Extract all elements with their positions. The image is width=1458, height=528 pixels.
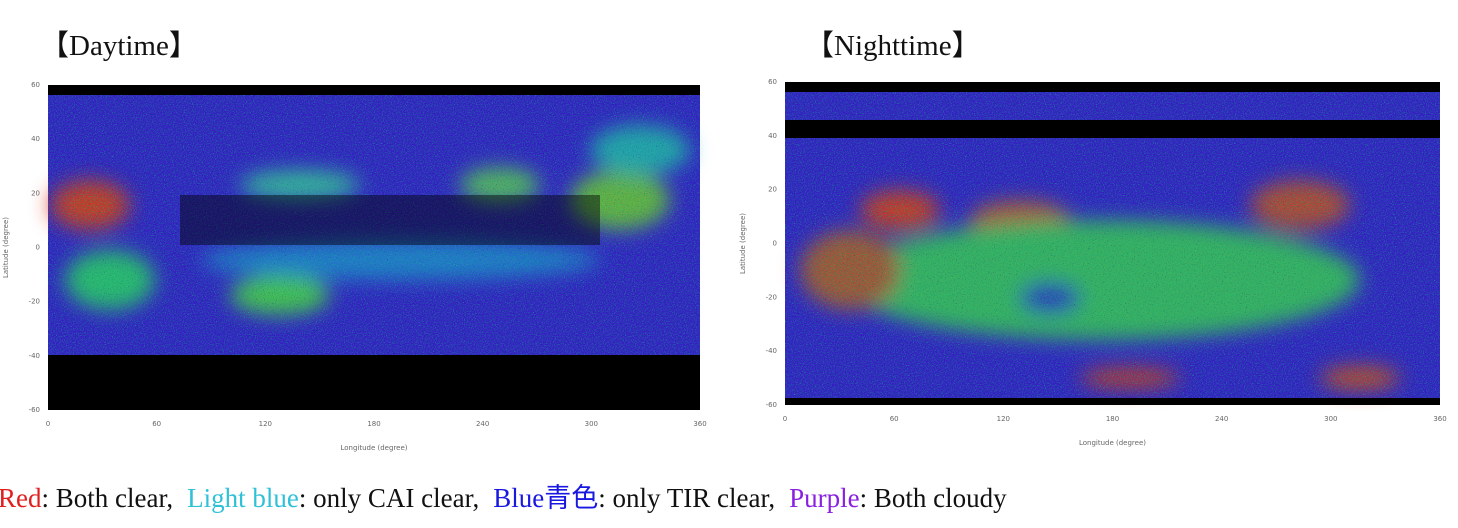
y-tick-label: 40 (768, 132, 777, 140)
legend-description: : Both cloudy (859, 483, 1007, 513)
x-tick-label: 180 (367, 420, 380, 428)
panel-title: 【Nighttime】 (805, 30, 981, 62)
y-tick-label: -40 (29, 352, 40, 360)
x-tick-label: 0 (46, 420, 50, 428)
x-tick-label: 120 (259, 420, 272, 428)
x-tick-label: 360 (1433, 415, 1446, 423)
y-axis-label: Latitude (degree) (2, 217, 10, 278)
x-tick-label: 300 (1324, 415, 1337, 423)
daytime-map (48, 85, 700, 410)
x-tick-label: 60 (890, 415, 899, 423)
legend-term: Blue青色 (493, 483, 599, 513)
x-tick-label: 60 (152, 420, 161, 428)
x-tick-label: 360 (693, 420, 706, 428)
x-tick-label: 120 (997, 415, 1010, 423)
legend-description: : only CAI clear, (298, 483, 480, 513)
x-tick-label: 240 (1215, 415, 1228, 423)
y-tick-label: 60 (768, 78, 777, 86)
legend-term: Light blue (187, 483, 299, 513)
legend-term: Red (0, 483, 42, 513)
figure: 【Daytime】 【Nighttime】 (2, 30, 1447, 452)
legend-description: : Both clear, (41, 483, 174, 513)
y-axis-label: Latitude (degree) (739, 213, 747, 274)
y-tick-label: 40 (31, 135, 40, 143)
axes: 0 60 120 180 240 300 360 60 40 20 0 -20 -40 -60 Longit… (2, 78, 1447, 452)
no-data-band (785, 120, 1440, 138)
no-data-band (785, 82, 1440, 92)
x-tick-label: 300 (585, 420, 598, 428)
x-tick-label: 0 (783, 415, 787, 423)
map-gap (180, 195, 600, 245)
no-data-band (48, 85, 700, 95)
panel-title: 【Daytime】 (40, 30, 198, 62)
y-tick-label: -20 (766, 293, 777, 301)
legend: Red: Both clear, Light blue: only CAI cle… (0, 476, 1007, 515)
y-tick-label: 0 (773, 240, 777, 248)
no-data-band (48, 355, 700, 410)
nighttime-map (785, 82, 1440, 405)
x-tick-label: 240 (476, 420, 489, 428)
no-data-band (785, 398, 1440, 405)
legend-term: Purple (789, 483, 860, 513)
y-tick-label: -20 (29, 298, 40, 306)
y-tick-label: -60 (766, 401, 777, 409)
y-tick-label: 60 (31, 81, 40, 89)
y-tick-label: 0 (36, 244, 40, 252)
x-axis-label: Longitude (degree) (1079, 439, 1146, 447)
y-tick-label: 20 (768, 186, 777, 194)
y-tick-label: -60 (29, 406, 40, 414)
x-tick-label: 180 (1106, 415, 1119, 423)
legend-description: : only TIR clear, (598, 483, 776, 513)
y-tick-label: -40 (766, 347, 777, 355)
y-tick-label: 20 (31, 189, 40, 197)
x-axis-label: Longitude (degree) (340, 444, 407, 452)
